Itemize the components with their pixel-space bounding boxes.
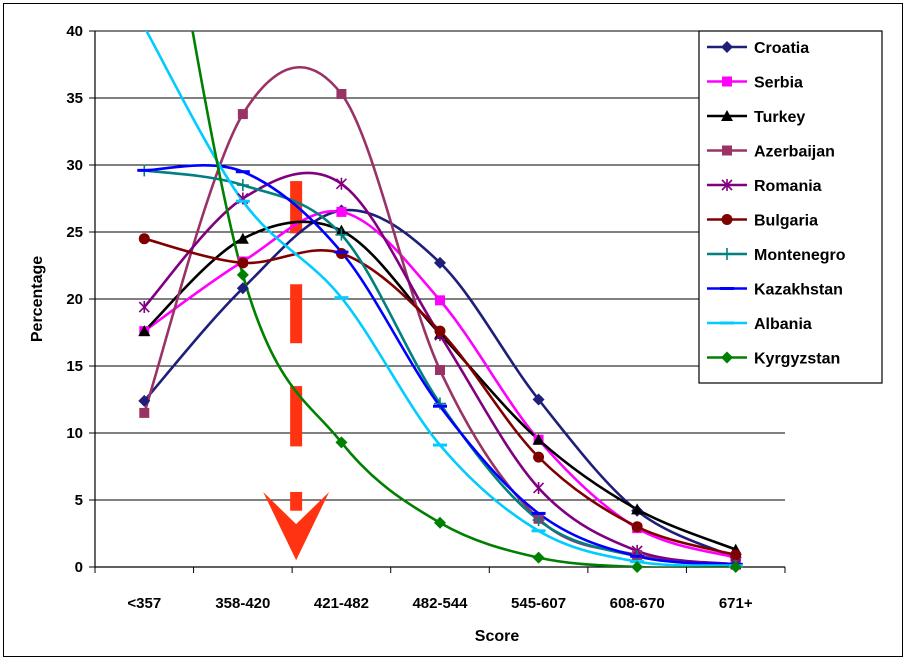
data-point-kyrgyzstan — [434, 516, 446, 529]
data-point-turkey — [236, 232, 249, 244]
series-line-bulgaria — [143, 237, 737, 557]
x-tick-labels: <357 358-420 421-482 482-544 545-607 608-670 6… — [127, 595, 752, 612]
data-point-azerbaijan — [435, 365, 445, 376]
legend-label-turkey: Turkey — [754, 109, 805, 126]
data-point-croatia — [532, 393, 545, 406]
legend: Croatia Serbia Turkey Azerbaijan Romania Bulg… — [698, 30, 883, 384]
y-tick-label: 40 — [66, 23, 83, 40]
data-point-kyrgyzstan — [335, 436, 348, 449]
legend-label-azerbaijan: Azerbaijan — [754, 144, 835, 161]
data-point-azerbaijan — [336, 88, 347, 99]
x-tick-label: 482-544 — [412, 595, 468, 612]
data-point-serbia — [336, 206, 347, 217]
data-point-romania — [138, 301, 150, 314]
legend-marker-turkey — [721, 110, 733, 121]
series-line-kazakhstan — [144, 164, 736, 566]
arrow-head — [263, 491, 330, 561]
data-point-croatia — [434, 256, 446, 269]
y-tick-label: 35 — [66, 90, 83, 107]
series-lines — [143, 31, 737, 567]
legend-label-kyrgyzstan: Kyrgyzstan — [754, 351, 840, 368]
gridlines — [95, 30, 785, 501]
series-line-kyrgyzstan — [191, 31, 736, 567]
legend-marker-bulgaria — [721, 214, 733, 225]
y-tick-label: 30 — [66, 157, 83, 174]
y-tick-label: 0 — [75, 559, 83, 576]
arrow-dash — [290, 491, 303, 511]
data-point-kyrgyzstan — [631, 561, 644, 573]
y-tick-label: 10 — [66, 425, 83, 442]
legend-label-romania: Romania — [754, 178, 822, 195]
legend-label-croatia: Croatia — [754, 40, 809, 57]
x-tick-label: 358-420 — [215, 595, 270, 612]
arrow-dash — [290, 284, 303, 344]
legend-label-montenegro: Montenegro — [754, 247, 846, 264]
data-point-azerbaijan — [237, 109, 248, 120]
y-axis-label: Percentage — [29, 256, 46, 342]
y-tick-label: 25 — [66, 224, 83, 241]
x-tick-label: 545-607 — [511, 595, 566, 612]
data-point-turkey — [138, 325, 151, 337]
data-point-kyrgyzstan — [236, 268, 249, 281]
legend-marker-kyrgyzstan — [721, 351, 733, 364]
data-point-bulgaria — [434, 325, 446, 337]
x-tick-label: <357 — [127, 595, 161, 612]
data-point-bulgaria — [631, 521, 643, 533]
data-point-montenegro — [532, 514, 545, 527]
y-tick-label: 20 — [66, 291, 83, 308]
legend-marker-serbia — [722, 76, 732, 87]
y-tick-labels: 0 5 10 15 20 25 30 35 40 — [66, 23, 83, 576]
data-point-azerbaijan — [139, 407, 150, 418]
data-point-croatia — [138, 394, 151, 407]
x-tick-label: 421-482 — [314, 595, 369, 612]
series-markers — [137, 88, 743, 573]
legend-label-serbia: Serbia — [754, 75, 803, 92]
legend-marker-romania — [721, 179, 733, 191]
data-point-bulgaria — [533, 451, 545, 463]
data-point-montenegro — [236, 179, 249, 192]
x-tick-label: 608-670 — [610, 595, 665, 612]
y-tick-label: 5 — [75, 492, 83, 509]
data-point-bulgaria — [730, 549, 742, 561]
data-point-bulgaria — [237, 257, 249, 269]
series-line-albania — [145, 31, 736, 567]
legend-label-kazakhstan: Kazakhstan — [754, 282, 843, 299]
data-point-kyrgyzstan — [729, 561, 742, 573]
dashed-arrow-annotation — [263, 181, 330, 561]
data-point-turkey — [532, 433, 545, 445]
x-axis-label: Score — [475, 628, 520, 645]
y-tick-label: 15 — [66, 358, 83, 375]
legend-label-bulgaria: Bulgaria — [754, 213, 818, 230]
data-point-romania — [533, 481, 545, 494]
legend-marker-croatia — [721, 41, 733, 53]
legend-marker-azerbaijan — [722, 145, 732, 156]
data-point-turkey — [631, 503, 644, 515]
arrow-dash — [290, 386, 303, 447]
data-point-montenegro — [335, 228, 348, 241]
series-line-azerbaijan — [143, 66, 736, 566]
data-point-kyrgyzstan — [532, 551, 545, 564]
data-point-serbia — [435, 295, 445, 306]
legend-label-albania: Albania — [754, 316, 812, 333]
chart-frame — [3, 3, 903, 657]
data-point-bulgaria — [138, 233, 150, 245]
data-point-croatia — [236, 282, 249, 295]
data-point-romania — [335, 177, 347, 190]
x-tick-label: 671+ — [719, 595, 753, 612]
legend-marker-montenegro — [721, 248, 733, 260]
